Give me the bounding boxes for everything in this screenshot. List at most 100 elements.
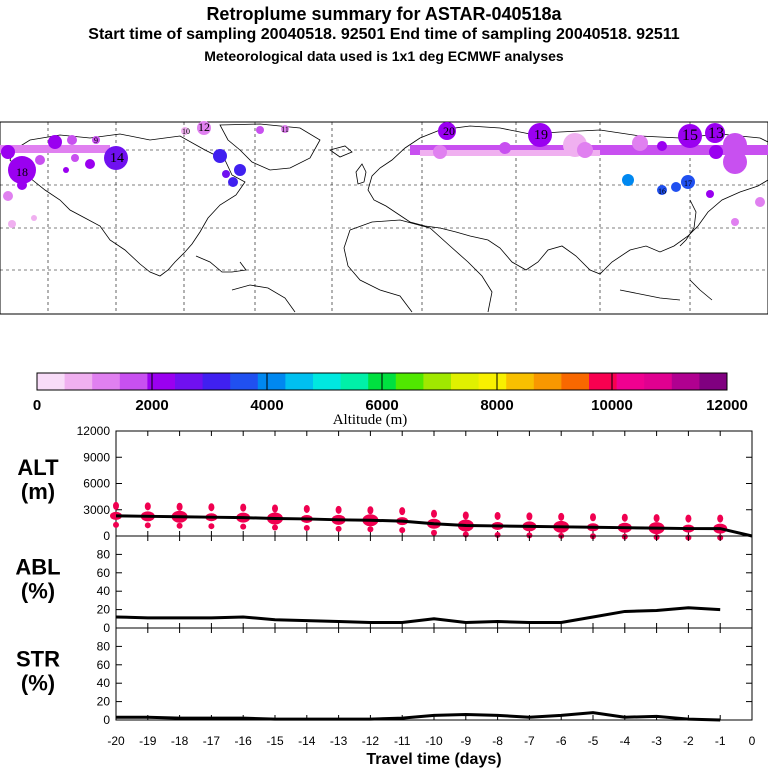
x-tick-label: -8 [492,734,503,748]
plume-marker [35,155,45,165]
x-tick-label: -17 [203,734,221,748]
colorbar-swatch [230,373,259,390]
panel-unit: (m) [21,479,55,504]
colorbar-tick-label: 0 [33,397,41,414]
map-panel: 19 20 14 15 13 12 10 11 9 18 16 17 [0,120,768,315]
plume-day-label: 18 [16,165,28,179]
altitude-marker [431,509,437,518]
panel-unit: (%) [21,671,55,696]
x-tick-label: -3 [651,734,662,748]
colorbar-swatch [506,373,535,390]
y-tick-label: 60 [97,658,111,672]
colorbar-tick-label: 10000 [591,397,633,414]
plume-marker [3,191,13,201]
iceland-coast [329,145,353,158]
x-tick-label: -20 [107,734,125,748]
y-tick-label: 6000 [83,477,110,491]
colorbar-swatch [37,373,66,390]
altitude-marker [462,511,469,520]
plume-marker [755,197,765,207]
colorbar-swatch [478,373,507,390]
altitude-marker [590,513,596,522]
plume-marker [228,177,238,187]
plume-marker [85,159,95,169]
plume-marker [256,126,264,134]
altitude-marker [335,505,342,514]
plume-day-label: 17 [684,179,692,188]
colorbar-swatch [671,373,700,390]
plume-marker [723,150,747,174]
plume-marker [438,122,456,140]
y-tick-label: 0 [103,529,110,543]
plume-marker [723,133,747,157]
plume-day-label: 16 [658,187,666,196]
altitude-marker [494,511,501,520]
panel-str: 80 60 40 20 0 STR(%) [16,627,753,727]
panel-frame [115,535,753,629]
altitude-marker [303,504,310,513]
altitude-marker [685,514,692,523]
x-tick-label: -6 [556,734,567,748]
series-line [115,514,753,538]
y-tick-label: 80 [97,547,111,561]
plume-marker [678,124,702,148]
altitude-marker [208,503,215,512]
plume-day-label: 10 [182,127,190,136]
japan-coast [679,199,697,247]
colorbar: 0 2000 4000 6000 8000 10000 12000 Altitude (m) [33,372,748,428]
altitude-marker [367,506,374,515]
plume-marker [281,125,289,133]
colorbar-swatch [533,373,562,390]
x-tick-label: -12 [362,734,380,748]
x-tick-label: -2 [683,734,694,748]
altitude-marker [717,514,724,523]
colorbar-swatches [37,373,728,390]
met-data-note: Meteorological data used is 1x1 deg ECMW… [204,48,564,64]
colorbar-tick-label: 8000 [480,397,513,414]
y-tick-label: 0 [103,713,110,727]
y-tick-label: 20 [97,695,111,709]
plume-marker [234,164,246,176]
x-tick-label: -11 [394,734,411,748]
time-series-panels: 120009000600030000ALT(m)806040200ABL(%)8… [15,424,755,768]
colorbar-swatch [451,373,480,390]
sampling-times: Start time of sampling 20040518. 92501 E… [88,26,680,43]
caribbean-coast [195,255,247,273]
altitude-marker [621,513,628,522]
colorbar-label: Altitude (m) [333,412,408,428]
plume-marker [31,215,37,221]
altitude-marker [144,502,151,511]
plume-marker [706,190,714,198]
x-tick-label: -16 [235,734,253,748]
panel-alt: 12000 9000 6000 3000 0 ALT(m) [17,424,753,543]
x-tick-label: -1 [715,734,726,748]
y-tick-label: 12000 [77,424,111,438]
panel-unit: (%) [21,579,55,604]
plume-marker [181,127,189,135]
altitude-marker [272,504,278,513]
indonesia-coast [619,289,681,301]
x-tick-label: -15 [266,734,284,748]
colorbar-swatch [202,373,231,390]
colorbar-ticks: 0 2000 4000 6000 8000 10000 12000 [33,373,748,414]
x-tick-label: -13 [330,734,348,748]
plume-day-label: 15 [682,127,698,144]
uk-coast [355,163,367,185]
x-tick-label: -5 [588,734,599,748]
altitude-marker [431,529,437,536]
altitude-marker [113,501,119,510]
plume-marker [8,220,16,228]
y-tick-label: 80 [97,639,111,653]
colorbar-swatch [616,373,645,390]
colorbar-swatch [561,373,590,390]
plume-marker [63,167,69,173]
x-tick-label: 0 [749,734,756,748]
plume-marker [632,135,648,151]
colorbar-tick-label: 4000 [250,397,283,414]
x-tick-label: -18 [171,734,189,748]
plume-marker [48,135,62,149]
south-america-coast [231,284,296,313]
plume-marker [213,149,227,163]
north-america-coast [9,133,246,277]
altitude-marker [176,522,183,529]
